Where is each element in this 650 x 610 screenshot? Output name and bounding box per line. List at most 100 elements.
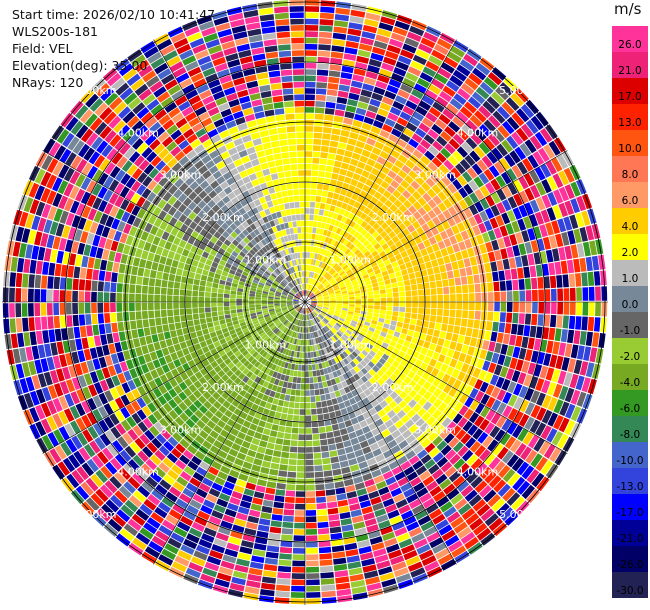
velocity-gate [516, 108, 530, 123]
velocity-gate [284, 312, 290, 317]
velocity-gate [293, 415, 300, 421]
velocity-gate [145, 458, 158, 471]
velocity-gate [473, 319, 480, 329]
velocity-gate [141, 310, 149, 320]
velocity-gate [568, 273, 576, 287]
velocity-gate [388, 400, 398, 409]
velocity-gate [366, 137, 376, 146]
velocity-gate [185, 176, 195, 186]
velocity-gate [263, 286, 270, 291]
velocity-gate [342, 304, 349, 307]
velocity-gate [59, 290, 66, 302]
velocity-gate [471, 91, 486, 105]
velocity-gate [53, 276, 61, 290]
velocity-gate [326, 286, 333, 291]
velocity-gate [171, 259, 179, 268]
velocity-gate [336, 588, 352, 597]
velocity-gate [356, 345, 364, 352]
velocity-gate [423, 31, 439, 43]
velocity-gate [311, 358, 315, 364]
velocity-gate [376, 386, 385, 395]
velocity-gate [573, 359, 583, 375]
velocity-gate [168, 388, 178, 398]
velocity-gate [71, 351, 80, 364]
velocity-gate [383, 234, 391, 243]
velocity-gate [453, 521, 468, 534]
velocity-gate [272, 371, 278, 378]
velocity-gate [327, 405, 335, 413]
velocity-gate [242, 271, 249, 277]
velocity-gate [206, 420, 216, 430]
velocity-gate [207, 377, 216, 386]
velocity-gate [341, 288, 347, 292]
velocity-gate [288, 306, 294, 310]
velocity-gate [262, 394, 269, 402]
velocity-gate [497, 125, 510, 139]
velocity-gate [372, 448, 382, 457]
velocity-gate [122, 432, 134, 445]
velocity-gate [123, 481, 136, 494]
velocity-gate [271, 273, 277, 279]
velocity-gate [378, 486, 390, 496]
velocity-gate [360, 229, 368, 237]
velocity-gate [336, 235, 343, 242]
velocity-gate [495, 215, 505, 227]
velocity-gate [546, 176, 558, 191]
velocity-gate [376, 514, 389, 524]
velocity-gate [320, 222, 326, 229]
velocity-gate [238, 318, 245, 324]
velocity-gate [179, 308, 186, 316]
velocity-gate [269, 265, 276, 271]
velocity-gate [419, 549, 434, 561]
velocity-gate [493, 281, 500, 292]
velocity-gate [83, 348, 92, 361]
velocity-gate [495, 175, 507, 188]
velocity-gate [225, 378, 234, 386]
velocity-gate [199, 280, 207, 287]
velocity-gate [343, 277, 350, 282]
velocity-gate [83, 443, 96, 458]
velocity-gate [206, 276, 214, 283]
velocity-gate [120, 253, 128, 264]
velocity-gate [456, 293, 463, 302]
velocity-gate [161, 317, 168, 325]
velocity-gate [167, 288, 174, 296]
velocity-gate [554, 261, 562, 275]
velocity-gate [400, 250, 408, 258]
velocity-gate [475, 462, 488, 475]
velocity-gate [165, 491, 178, 503]
velocity-gate [378, 566, 393, 576]
velocity-gate [361, 558, 376, 567]
velocity-gate [192, 471, 204, 482]
velocity-gate [209, 430, 219, 439]
velocity-gate [330, 456, 339, 464]
velocity-gate [285, 369, 291, 376]
velocity-gate [327, 288, 334, 292]
velocity-gate [287, 297, 293, 300]
velocity-gate [227, 361, 235, 370]
velocity-gate [494, 342, 502, 354]
velocity-gate [167, 250, 176, 260]
velocity-gate [276, 277, 282, 283]
velocity-gate [107, 228, 117, 240]
velocity-gate [146, 191, 157, 203]
velocity-gate [218, 405, 228, 414]
velocity-gate [364, 346, 371, 353]
velocity-gate [343, 386, 351, 394]
velocity-gate [355, 140, 366, 149]
velocity-gate [110, 353, 119, 365]
velocity-gate [393, 67, 407, 77]
velocity-gate [296, 339, 300, 345]
velocity-gate [483, 119, 496, 133]
velocity-gate [454, 317, 462, 326]
velocity-gate [210, 415, 220, 424]
velocity-gate [104, 271, 112, 282]
velocity-gate [483, 137, 496, 151]
velocity-gate [468, 412, 480, 424]
velocity-gate [227, 339, 234, 346]
velocity-gate [581, 272, 588, 287]
velocity-gate [310, 295, 315, 299]
velocity-gate [68, 253, 77, 266]
velocity-gate [333, 314, 339, 319]
velocity-gate [273, 418, 281, 425]
